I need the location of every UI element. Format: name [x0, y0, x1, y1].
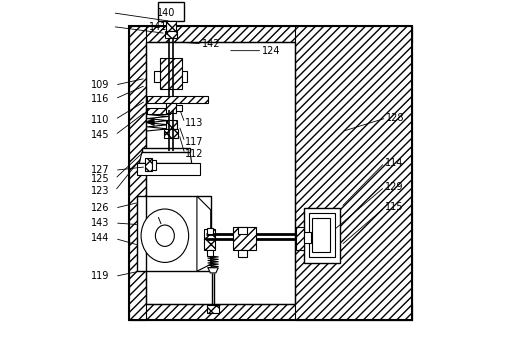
Text: 112: 112 [185, 149, 203, 159]
Bar [304, 208, 340, 263]
Text: 115: 115 [385, 202, 403, 212]
Text: 140: 140 [157, 8, 176, 18]
Bar [166, 21, 176, 31]
Polygon shape [146, 119, 154, 126]
Text: 114: 114 [385, 158, 403, 168]
Text: 116: 116 [91, 94, 109, 104]
Bar [233, 227, 256, 250]
Bar [147, 96, 207, 103]
Bar [136, 196, 211, 271]
Bar [152, 160, 156, 170]
Text: 129: 129 [385, 182, 403, 192]
Bar [238, 250, 247, 257]
Bar [142, 148, 190, 152]
Text: 123: 123 [91, 186, 109, 196]
Polygon shape [140, 152, 192, 163]
Bar [206, 228, 213, 234]
Text: 117: 117 [185, 137, 203, 147]
Bar [182, 71, 188, 82]
Text: 128: 128 [386, 113, 405, 123]
Bar [309, 213, 335, 257]
Bar [238, 227, 247, 234]
Bar [206, 249, 213, 256]
Bar [129, 26, 411, 42]
Bar [207, 305, 219, 312]
Text: 113: 113 [185, 118, 203, 128]
Bar [146, 42, 295, 304]
Bar [129, 26, 146, 320]
Bar [166, 120, 177, 129]
Bar [305, 232, 311, 243]
Ellipse shape [141, 209, 189, 262]
Text: 142: 142 [202, 39, 221, 49]
Text: 124: 124 [262, 46, 281, 56]
Text: 110: 110 [91, 115, 109, 125]
Bar [160, 57, 182, 89]
Text: 143: 143 [91, 218, 109, 228]
Text: 125: 125 [91, 174, 109, 184]
Bar [295, 26, 411, 320]
Bar [312, 218, 330, 252]
Bar [154, 71, 160, 82]
Text: 144: 144 [91, 234, 109, 244]
Polygon shape [208, 268, 218, 273]
Bar [158, 2, 184, 21]
Ellipse shape [155, 225, 174, 246]
Bar [164, 129, 178, 137]
Text: 127: 127 [91, 165, 109, 175]
Bar [136, 163, 200, 175]
Text: 145: 145 [91, 130, 109, 140]
Text: 119: 119 [91, 271, 109, 281]
Text: 141: 141 [149, 21, 167, 31]
Text: 109: 109 [91, 80, 109, 90]
Text: 126: 126 [91, 203, 109, 213]
Bar [129, 26, 411, 320]
Bar [129, 304, 411, 320]
Bar [166, 103, 176, 113]
Bar [176, 105, 182, 111]
Bar [145, 158, 152, 171]
Bar [204, 229, 215, 249]
Bar [296, 227, 305, 250]
Bar [147, 108, 170, 115]
Polygon shape [197, 196, 211, 271]
Bar [165, 31, 177, 38]
